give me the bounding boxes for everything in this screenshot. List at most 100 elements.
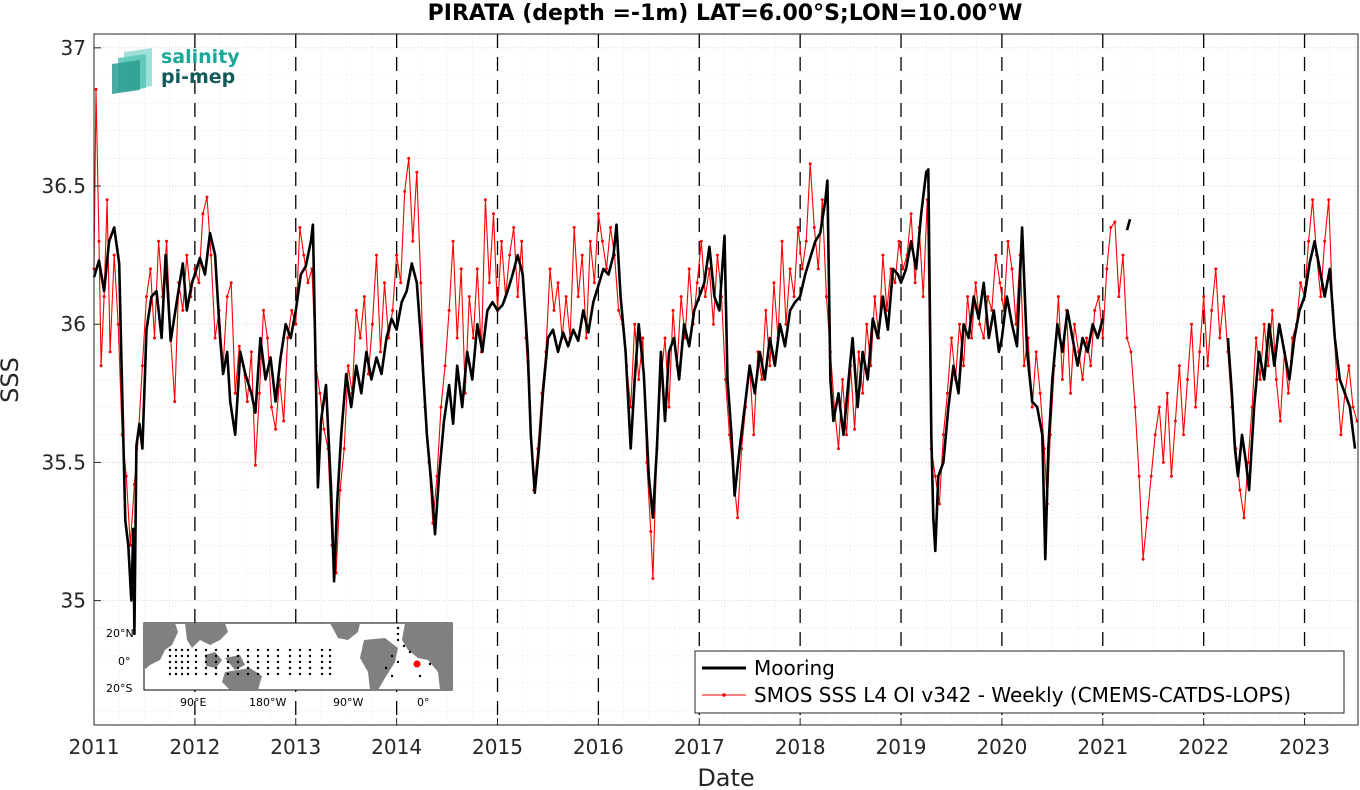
smos-data-point <box>548 267 552 271</box>
inset-buoy-dot <box>180 654 184 658</box>
inset-buoy-dot <box>320 660 324 664</box>
smos-data-point <box>153 336 156 340</box>
smos-data-point <box>249 350 253 354</box>
mooring-series-segment <box>1125 218 1132 231</box>
inset-buoy-dot <box>308 672 312 676</box>
smos-data-point <box>978 322 982 326</box>
smos-data-point <box>857 350 861 354</box>
smos-data-point <box>1270 308 1274 312</box>
smos-data-point <box>780 239 784 243</box>
inset-buoy-dot <box>298 660 302 664</box>
inset-buoy-dot <box>396 660 400 664</box>
inset-lon-label-90e: 90°E <box>180 696 206 709</box>
x-tick-label: 2016 <box>573 735 624 759</box>
mooring-series-segment <box>1226 240 1357 492</box>
smos-data-point <box>596 212 600 216</box>
inset-buoy-dot <box>328 648 332 652</box>
smos-data-point <box>1073 322 1076 326</box>
inset-map: 20°N 0° 20°S 90°E 180°W 90°W 0° <box>106 622 453 709</box>
inset-buoy-dot <box>168 654 172 658</box>
inset-buoy-dot <box>226 654 230 658</box>
smos-data-point <box>584 336 588 340</box>
smos-data-point <box>699 239 703 243</box>
inset-mooring-location-marker <box>413 660 421 668</box>
smos-data-point <box>1177 364 1181 368</box>
smos-data-point <box>516 295 520 299</box>
mooring-series-segment <box>92 168 1105 636</box>
inset-buoy-dot <box>288 672 292 676</box>
x-tick-label: 2019 <box>876 735 927 759</box>
inset-buoy-dot <box>168 648 172 652</box>
y-axis-title: SSS <box>0 357 24 403</box>
inset-lat-label-20s: 20°S <box>106 682 132 695</box>
smos-data-point <box>800 267 804 271</box>
inset-buoy-dot <box>320 666 324 670</box>
smos-data-point <box>407 156 411 160</box>
smos-data-point <box>841 378 844 381</box>
smos-data-point <box>576 295 580 299</box>
inset-lon-label-90w: 90°W <box>333 696 363 709</box>
inset-buoy-dot <box>328 666 332 670</box>
x-tick-label: 2022 <box>1178 735 1229 759</box>
inset-buoy-dot <box>256 672 260 676</box>
x-tick-label: 2018 <box>775 735 826 759</box>
inset-buoy-dot <box>226 672 230 676</box>
smos-data-point <box>1145 516 1149 520</box>
smos-data-point <box>881 253 885 257</box>
smos-data-point <box>909 212 913 216</box>
inset-buoy-dot <box>266 666 270 670</box>
smos-data-point <box>419 281 423 285</box>
smos-data-point <box>451 239 455 243</box>
smos-data-point <box>637 378 641 381</box>
smos-data-point <box>792 295 796 299</box>
inset-buoy-dot <box>396 638 400 642</box>
smos-data-point <box>711 322 715 326</box>
smos-data-point <box>282 419 286 423</box>
smos-data-point <box>1169 474 1173 478</box>
smos-data-point <box>439 405 443 409</box>
smos-data-point <box>145 295 148 299</box>
smos-data-point <box>274 427 278 431</box>
inset-lat-label-0: 0° <box>118 655 131 668</box>
inset-buoy-dot <box>194 660 198 664</box>
y-axis: 35 35.5 36 36.5 37 <box>41 36 101 613</box>
smos-data-point <box>816 267 820 271</box>
smos-data-point <box>897 239 901 243</box>
smos-data-point <box>962 364 966 368</box>
smos-data-point <box>358 336 362 340</box>
smos-data-point <box>1299 281 1302 285</box>
inset-buoy-dot <box>320 672 324 676</box>
smos-data-point <box>552 308 556 312</box>
smos-data-point <box>149 267 152 271</box>
smos-data-point <box>1129 350 1133 354</box>
inset-buoy-dot <box>396 632 400 636</box>
inset-buoy-dot <box>174 672 178 676</box>
inset-buoy-dot <box>194 672 198 676</box>
smos-data-point <box>362 295 366 299</box>
smos-data-point <box>1182 433 1185 437</box>
smos-data-point <box>1101 336 1105 340</box>
smos-data-point <box>752 433 756 437</box>
smos-data-point <box>286 336 290 340</box>
smos-data-point <box>1034 350 1038 354</box>
smos-data-point <box>804 239 808 243</box>
inset-buoy-dot <box>320 648 324 652</box>
inset-buoy-dot <box>408 650 412 654</box>
inset-buoy-dot <box>266 660 270 664</box>
smos-data-point <box>395 253 399 257</box>
inset-buoy-dot <box>246 654 250 658</box>
smos-data-point <box>812 226 816 229</box>
smos-data-point <box>808 162 812 166</box>
smos-data-point <box>970 336 974 340</box>
inset-buoy-dot <box>320 654 324 658</box>
smos-data-point <box>1109 226 1113 229</box>
smos-data-point <box>1153 433 1157 437</box>
x-tick-label: 2023 <box>1279 735 1330 759</box>
inset-buoy-dot <box>186 648 190 652</box>
smos-data-point <box>707 267 711 271</box>
inset-buoy-dot <box>180 672 184 676</box>
smos-data-point <box>270 405 273 409</box>
inset-buoy-dot <box>308 648 312 652</box>
smos-data-point <box>1010 267 1014 271</box>
